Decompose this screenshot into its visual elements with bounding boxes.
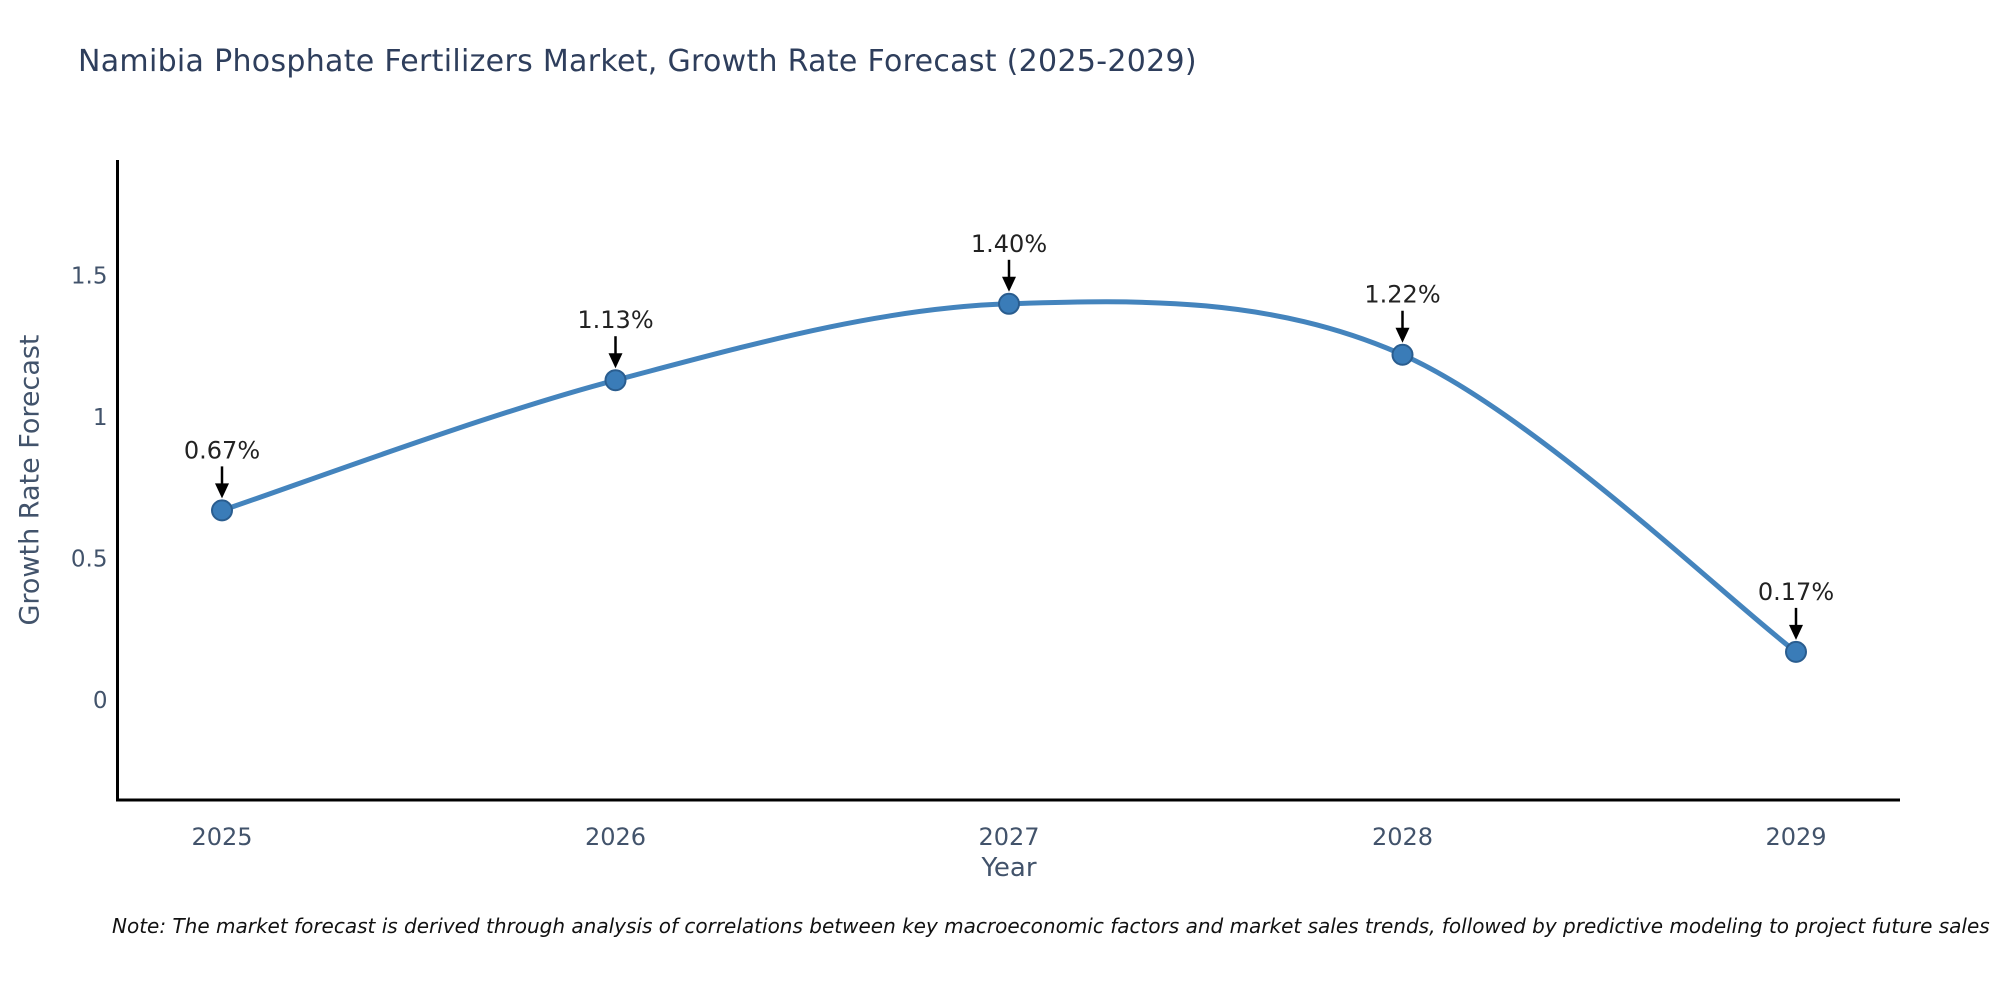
x-tick-label: 2026 [585,823,646,851]
x-axis-title: Year [981,853,1037,883]
footnote: Note: The market forecast is derived thr… [112,914,1990,938]
point-value-label: 0.67% [184,436,260,464]
point-value-label: 1.40% [971,230,1047,258]
chart-title: Namibia Phosphate Fertilizers Market, Gr… [78,44,1197,79]
data-point-marker [1785,640,1807,663]
y-tick-label: 1.5 [71,264,108,290]
x-tick-label: 2025 [191,823,252,851]
y-tick-label: 0 [93,688,108,714]
data-point-marker [604,369,627,392]
data-point-marker [998,292,1020,315]
annotation-arrow-head [1395,327,1410,343]
annotation-arrow-head [1789,624,1803,640]
trend-line [219,299,1799,655]
y-tick-label: 0.5 [71,547,108,573]
x-tick-label: 2029 [1765,823,1826,851]
x-tick-label: 2027 [978,823,1039,851]
data-point-marker [211,499,233,522]
annotation-arrow-head [1002,276,1016,292]
axis-spines [116,160,1900,802]
point-value-label: 1.22% [1364,281,1440,309]
x-tick-label: 2028 [1372,823,1433,851]
annotation-arrow-head [215,483,229,499]
annotation-arrow-head [608,353,623,369]
point-value-label: 0.17% [1758,578,1834,606]
y-tick-label: 1 [93,405,108,431]
data-point-marker [1391,343,1414,366]
point-value-label: 1.13% [577,306,653,334]
